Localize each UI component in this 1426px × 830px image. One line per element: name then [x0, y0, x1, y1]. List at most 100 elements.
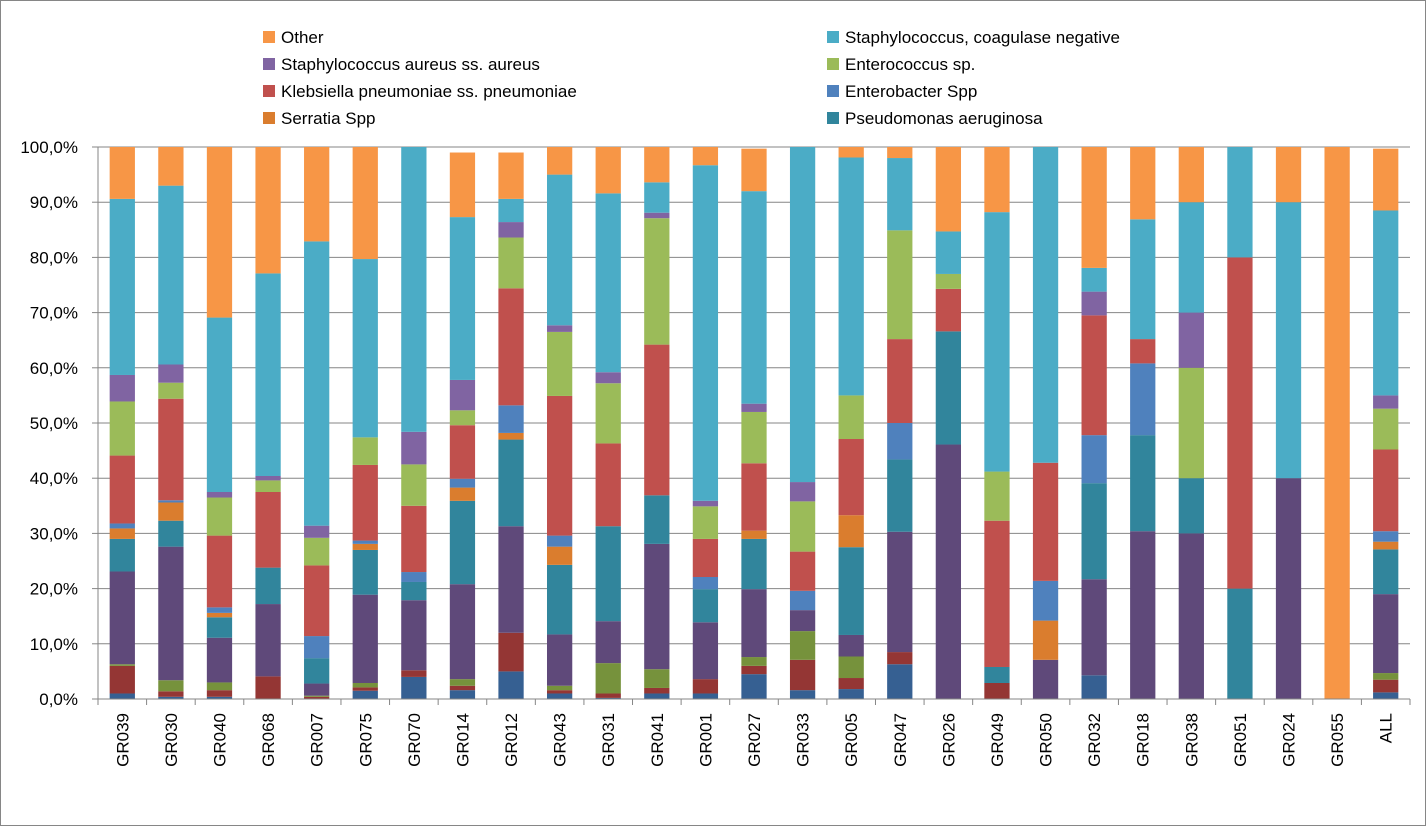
bar-segment-coag-neg — [304, 241, 330, 526]
bar-segment-other — [1324, 147, 1350, 699]
bar-segment-other — [1275, 147, 1302, 203]
bar-segment-lower-purple — [595, 621, 621, 664]
y-tick-label: 10,0% — [30, 635, 78, 654]
bar-stack-gr018 — [1130, 147, 1156, 699]
x-tick-label: GR038 — [1182, 713, 1201, 767]
bar-segment-lower-red — [984, 682, 1010, 699]
x-tick-label: GR070 — [405, 713, 424, 767]
x-tick-label: GR050 — [1037, 713, 1056, 767]
bar-segment-other — [595, 147, 621, 194]
bar-segment-lower-blue — [498, 671, 524, 699]
legend-label: Staphylococcus, coagulase negative — [845, 28, 1120, 47]
x-tick-label: ALL — [1377, 713, 1396, 743]
bar-segment-lower-red — [352, 687, 378, 691]
bar-segment-pseudomonas — [1081, 483, 1107, 580]
bar-segment-serratia — [1032, 620, 1059, 660]
bar-segment-enterobacter — [1130, 363, 1156, 436]
bar-stack-gr032 — [1081, 147, 1107, 699]
bar-segment-lower-purple — [158, 546, 184, 681]
bar-segment-enterococcus — [789, 501, 816, 552]
bar-segment-enterococcus — [449, 410, 476, 426]
bar-segment-enterococcus — [1178, 367, 1204, 479]
bar-segment-lower-purple — [789, 610, 816, 632]
bar-stack-all — [1373, 148, 1399, 699]
bar-segment-other — [304, 147, 330, 242]
bar-segment-klebsiella — [255, 492, 281, 568]
bar-segment-coag-neg — [741, 191, 767, 404]
bar-stack-gr026 — [935, 147, 962, 699]
bar-segment-klebsiella — [1130, 339, 1156, 364]
legend-swatch — [827, 58, 839, 70]
bar-segment-lower-blue — [401, 676, 427, 699]
bar-segment-klebsiella — [449, 425, 476, 479]
bar-segment-klebsiella — [887, 339, 913, 423]
bar-segment-coag-neg — [158, 185, 184, 365]
bar-segment-pseudomonas — [352, 549, 378, 595]
x-tick-label: GR051 — [1231, 713, 1250, 767]
x-tick-label: GR039 — [113, 713, 132, 767]
bar-segment-lower-purple — [1373, 594, 1399, 674]
bar-stack-gr041 — [644, 147, 670, 699]
bar-segment-aureus — [206, 492, 233, 498]
bar-segment-lower-green — [1373, 673, 1399, 680]
x-tick-label: GR043 — [551, 713, 570, 767]
bar-segment-lower-green — [546, 685, 573, 691]
x-tick-label: GR068 — [259, 713, 278, 767]
y-tick-label: 90,0% — [30, 193, 78, 212]
y-tick-label: 40,0% — [30, 469, 78, 488]
bar-segment-serratia — [206, 612, 233, 618]
bar-segment-lower-purple — [109, 571, 135, 665]
bar-stack-gr031 — [595, 147, 621, 699]
bar-segment-lower-red — [206, 690, 233, 697]
bar-segment-aureus — [449, 379, 476, 411]
bar-segment-enterococcus — [887, 230, 913, 340]
bar-stack-gr070 — [401, 147, 427, 699]
bar-segment-coag-neg — [109, 198, 135, 375]
bar-segment-pseudomonas — [255, 567, 281, 605]
legend-swatch — [263, 58, 275, 70]
bar-stack-gr001 — [692, 147, 719, 699]
bar-segment-enterococcus — [1373, 408, 1399, 450]
bar-segment-enterococcus — [255, 480, 281, 492]
bar-segment-pseudomonas — [206, 617, 233, 638]
bar-stack-gr040 — [206, 147, 233, 699]
bar-segment-other — [449, 152, 476, 218]
bar-segment-lower-green — [449, 679, 476, 686]
bar-segment-pseudomonas — [887, 459, 913, 532]
bar-segment-lower-purple — [206, 637, 233, 683]
bar-segment-lower-blue — [109, 693, 135, 699]
y-tick-label: 80,0% — [30, 248, 78, 267]
bar-stack-gr055 — [1324, 147, 1350, 699]
bar-segment-other — [109, 147, 135, 199]
bar-segment-aureus — [158, 364, 184, 383]
bar-segment-pseudomonas — [1178, 478, 1204, 534]
bar-stack-gr012 — [498, 152, 524, 699]
legend-swatch — [263, 112, 275, 124]
bar-segment-lower-purple — [741, 589, 767, 658]
bar-segment-lower-blue — [1081, 675, 1107, 699]
bar-segment-other — [498, 152, 524, 199]
bar-segment-aureus — [595, 372, 621, 384]
bar-segment-lower-blue — [1373, 692, 1399, 699]
bar-segment-lower-purple — [838, 634, 864, 657]
bar-segment-lower-blue — [741, 674, 767, 699]
bar-segment-pseudomonas — [498, 439, 524, 527]
bar-segment-lower-purple — [498, 526, 524, 633]
bar-segment-serratia — [498, 432, 524, 440]
legend-swatch — [827, 112, 839, 124]
x-tick-label: GR001 — [696, 713, 715, 767]
x-tick-label: GR055 — [1328, 713, 1347, 767]
bar-segment-lower-red — [498, 632, 524, 672]
bar-segment-klebsiella — [984, 520, 1010, 667]
bar-segment-coag-neg — [1373, 210, 1399, 396]
bar-segment-lower-blue — [206, 696, 233, 699]
bar-segment-other — [158, 147, 184, 186]
bar-segment-other — [255, 147, 281, 274]
bar-segment-klebsiella — [352, 464, 378, 541]
x-tick-label: GR024 — [1280, 713, 1299, 767]
y-tick-label: 0,0% — [39, 690, 78, 709]
bar-segment-lower-blue — [887, 664, 913, 699]
axes: GR039 GR030 GR040 GR068 GR007 GR075 GR070 GR014… — [97, 147, 1411, 767]
bar-segment-klebsiella — [1081, 315, 1107, 436]
bar-segment-pseudomonas — [1130, 435, 1156, 532]
